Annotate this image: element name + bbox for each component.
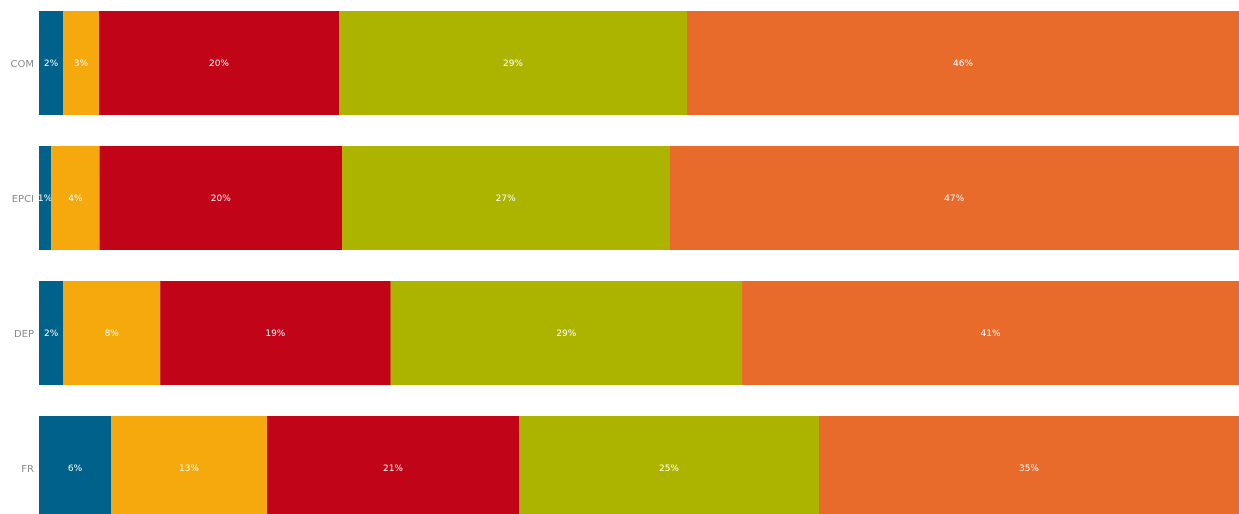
data-label-fr-4: 25% (659, 464, 679, 474)
category-label-fr: FR (21, 464, 34, 475)
data-label-dep-2: 8% (105, 329, 120, 339)
data-label-epci-1: 1% (38, 194, 53, 204)
bars-group: COM 2% 3% 20% 29% 46% EPCI 1% 4% 20% 27% 47% DEP 2% 8%… (11, 11, 1239, 514)
data-label-com-1: 2% (44, 59, 59, 69)
data-label-fr-1: 6% (68, 464, 83, 474)
category-label-epci: EPCI (12, 194, 34, 205)
data-label-epci-5: 47% (944, 194, 964, 204)
data-label-com-3: 20% (209, 59, 229, 69)
data-label-dep-5: 41% (981, 329, 1001, 339)
data-label-fr-2: 13% (179, 464, 199, 474)
category-label-dep: DEP (14, 329, 34, 340)
data-label-dep-1: 2% (44, 329, 59, 339)
data-label-com-2: 3% (74, 59, 89, 69)
data-label-epci-2: 4% (68, 194, 83, 204)
data-label-fr-5: 35% (1019, 464, 1039, 474)
data-label-epci-3: 20% (211, 194, 231, 204)
category-label-com: COM (11, 59, 34, 70)
data-label-com-5: 46% (953, 59, 973, 69)
data-label-dep-3: 19% (265, 329, 285, 339)
data-label-com-4: 29% (503, 59, 523, 69)
data-label-fr-3: 21% (383, 464, 403, 474)
data-label-dep-4: 29% (556, 329, 576, 339)
data-label-epci-4: 27% (496, 194, 516, 204)
